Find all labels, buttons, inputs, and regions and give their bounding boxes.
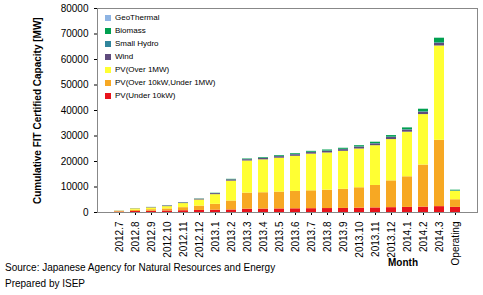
html-text:Prepared by ISEP: Prepared by ISEP — [5, 278, 85, 289]
svg-text:2013.3: 2013.3 — [242, 221, 253, 252]
svg-text:20000: 20000 — [61, 156, 89, 167]
html-text:PV(Over 10kW,Under 1MW): PV(Over 10kW,Under 1MW) — [115, 78, 216, 87]
svg-text:2013.6: 2013.6 — [290, 221, 301, 252]
html-text:Small Hydro: Small Hydro — [115, 39, 159, 48]
svg-text:Operating: Operating — [450, 222, 461, 266]
svg-text:2014.2: 2014.2 — [418, 221, 429, 252]
svg-text:2012.10: 2012.10 — [162, 221, 173, 258]
svg-text:30000: 30000 — [61, 130, 89, 141]
svg-text:2012.9: 2012.9 — [146, 221, 157, 252]
svg-text:2013.7: 2013.7 — [306, 221, 317, 252]
svg-text:2013.2: 2013.2 — [226, 221, 237, 252]
svg-text:2013.9: 2013.9 — [338, 221, 349, 252]
html-text:Month: Month — [388, 257, 418, 268]
svg-text:0: 0 — [83, 207, 89, 218]
svg-text:2014.1: 2014.1 — [402, 221, 413, 252]
svg-text:40000: 40000 — [61, 105, 89, 116]
svg-text:2013.4: 2013.4 — [258, 221, 269, 252]
svg-text:2013.11: 2013.11 — [370, 221, 381, 257]
svg-text:2013.8: 2013.8 — [322, 221, 333, 252]
svg-text:2013.1: 2013.1 — [210, 221, 221, 252]
svg-text:70000: 70000 — [61, 28, 89, 39]
html-text:Cumulative FIT Certified Capac: Cumulative FIT Certified Capacity [MW] — [32, 16, 43, 204]
svg-text:80000: 80000 — [61, 3, 89, 14]
html-text:GeoThermal: GeoThermal — [115, 13, 160, 22]
svg-text:50000: 50000 — [61, 79, 89, 90]
html-text:Biomass: Biomass — [115, 26, 146, 35]
svg-text:2013.10: 2013.10 — [354, 221, 365, 258]
svg-text:2012.7: 2012.7 — [114, 221, 125, 252]
html-text:Wind: Wind — [115, 52, 134, 61]
html-text:PV(Under 10kW): PV(Under 10kW) — [115, 91, 176, 100]
html-text:PV(Over 1MW): PV(Over 1MW) — [115, 65, 170, 74]
svg-text:2012.12: 2012.12 — [194, 221, 205, 258]
svg-text:2012.11: 2012.11 — [178, 221, 189, 257]
svg-text:60000: 60000 — [61, 54, 89, 65]
svg-text:2014.3: 2014.3 — [434, 221, 445, 252]
svg-text:2012.8: 2012.8 — [130, 221, 141, 252]
svg-text:10000: 10000 — [61, 181, 89, 192]
svg-text:2013.5: 2013.5 — [274, 221, 285, 252]
svg-text:2013.12: 2013.12 — [386, 221, 397, 258]
html-text:Source: Japanese Agency for Na: Source: Japanese Agency for Natural Reso… — [5, 262, 276, 273]
